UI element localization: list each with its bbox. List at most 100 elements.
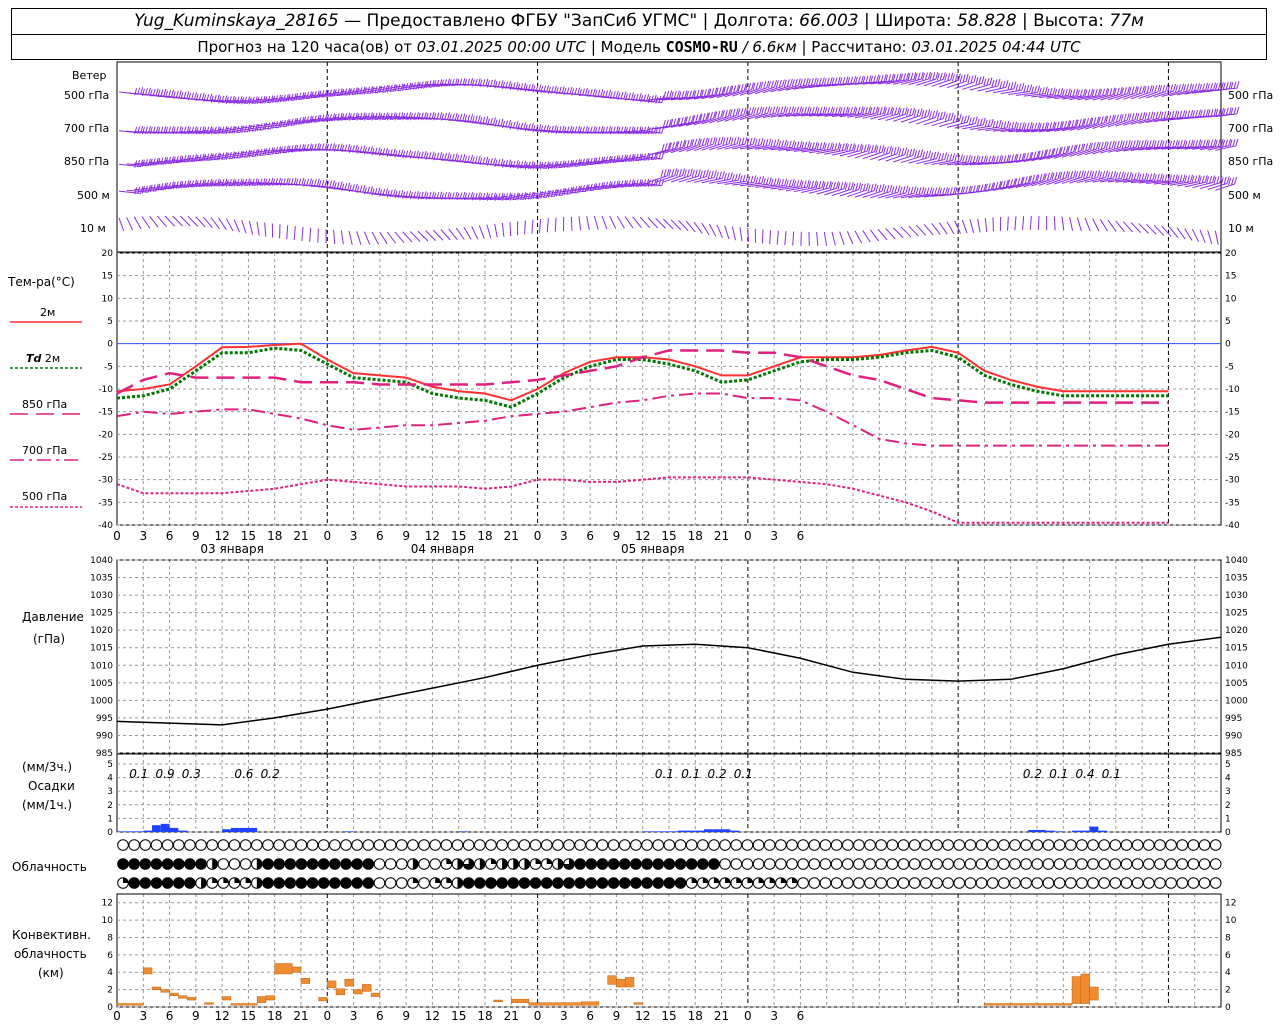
wind-barb-feather — [409, 192, 413, 200]
wind-barb — [226, 99, 248, 104]
wind-barb-feather — [359, 87, 363, 95]
wind-barb — [356, 231, 362, 245]
wind-barb-feather — [494, 159, 498, 167]
cloud-circle — [1165, 839, 1177, 851]
wind-barb-feather — [1094, 170, 1098, 179]
series-t850-line — [116, 349, 1169, 404]
bottom-x-tick: 3 — [350, 1009, 358, 1023]
wind-barb-feather — [939, 188, 943, 196]
wind-barb-feather — [474, 156, 478, 164]
model-label: Модель — [600, 38, 661, 56]
wind-barb-feather — [509, 82, 513, 91]
cloud-circle — [596, 839, 609, 851]
wind-barb — [1077, 123, 1098, 131]
wind-barb-feather — [233, 97, 237, 105]
wind-barb-feather — [1142, 112, 1146, 120]
wind-barb-feather — [1189, 83, 1193, 91]
wind-barb-feather — [1115, 114, 1119, 122]
series-t500-line — [116, 476, 1169, 524]
cloud-circle — [875, 839, 888, 851]
cloud-circle — [975, 877, 988, 889]
wind-barb-feather — [961, 155, 965, 164]
wind-barb-feather — [967, 154, 971, 163]
wind-barb-feather — [1113, 141, 1117, 149]
cloud-circle — [1198, 877, 1211, 889]
wind-barb-feather — [1190, 109, 1194, 118]
wind-barb — [210, 182, 233, 187]
wind-barb — [739, 182, 762, 187]
wind-barb-feather — [295, 144, 299, 153]
wind-barb — [594, 160, 617, 163]
cloud-circle-fill — [546, 858, 552, 864]
wind-barb-feather — [1015, 123, 1019, 131]
cloud-circle — [1076, 858, 1088, 870]
wind-level-500m: 500 м — [77, 189, 110, 202]
precip-bar — [695, 830, 705, 832]
wind-barb-feather — [811, 180, 814, 189]
wind-barb-feather — [218, 179, 222, 187]
bottom-x-tick: 21 — [504, 1009, 519, 1023]
wind-barb-feather — [290, 145, 294, 153]
wind-barb-feather — [1176, 111, 1180, 119]
wind-barb-feather — [1157, 84, 1161, 93]
wind-barb — [801, 187, 822, 194]
wind-barb-feather — [880, 74, 884, 83]
wind-barb-feather — [968, 185, 972, 194]
wind-barb-feather — [870, 183, 874, 192]
wind-barb-feather — [714, 111, 718, 119]
wind-barb-feather — [489, 117, 493, 126]
wind-barb — [1130, 179, 1153, 184]
wind-barb-feather — [1029, 84, 1033, 92]
wind-barb — [1138, 117, 1160, 124]
precip-bar — [160, 823, 170, 832]
cloud-circle-fill — [652, 858, 664, 870]
wind-barb-feather — [972, 155, 976, 163]
wind-barb-feather — [888, 145, 892, 154]
cloud-circle — [1131, 858, 1144, 870]
cloud-circle — [719, 858, 731, 870]
cloud-circle — [786, 858, 798, 870]
wind-barb-feather — [1005, 80, 1009, 88]
wind-barb-feather — [1041, 87, 1045, 95]
wind-barb — [371, 231, 379, 245]
wind-barb-feather — [972, 185, 976, 193]
wind-barb — [1168, 226, 1179, 239]
wind-barb-feather — [1182, 139, 1186, 147]
wind-barb-feather — [1169, 175, 1173, 183]
cloud-circle-fill — [619, 858, 631, 870]
cloud-circle — [920, 877, 932, 889]
wind-barb-feather — [1205, 82, 1209, 91]
wind-barb — [854, 113, 876, 119]
cloud-circle — [618, 839, 631, 851]
wind-barb — [272, 122, 295, 126]
precip-bar — [134, 831, 144, 832]
wind-barb-feather — [1155, 111, 1159, 119]
lat-label: Широта: — [875, 11, 952, 31]
conv-block — [160, 989, 170, 993]
wind-barb-feather — [759, 106, 763, 114]
wind-barb-feather — [808, 107, 812, 115]
wind-barb-feather — [714, 137, 718, 146]
wind-barb — [402, 84, 425, 89]
cloud-circle-fill — [630, 858, 642, 870]
wind-barb-feather — [259, 178, 263, 186]
wind-barb-feather — [849, 143, 852, 152]
wind-barb-feather — [995, 120, 999, 128]
wind-barb — [1207, 145, 1229, 151]
wind-barb-feather — [467, 114, 471, 122]
wind-barb — [739, 113, 760, 121]
wind-barb-feather — [462, 113, 466, 121]
wind-barb-feather — [1120, 114, 1124, 122]
wind-barb — [678, 95, 701, 101]
wind-barb-feather — [700, 89, 704, 97]
wind-barb — [1061, 216, 1065, 231]
wind-barb-feather — [977, 184, 981, 193]
wind-barb-feather — [313, 115, 317, 123]
cloud-circle-fill — [184, 858, 196, 870]
cloud-circle — [239, 858, 252, 870]
wind-barb-feather — [1170, 84, 1174, 92]
wind-barb-feather — [668, 169, 672, 177]
wind-barb-feather — [454, 112, 458, 121]
wind-barb-feather — [1199, 110, 1203, 118]
cloud-circle — [808, 858, 821, 870]
